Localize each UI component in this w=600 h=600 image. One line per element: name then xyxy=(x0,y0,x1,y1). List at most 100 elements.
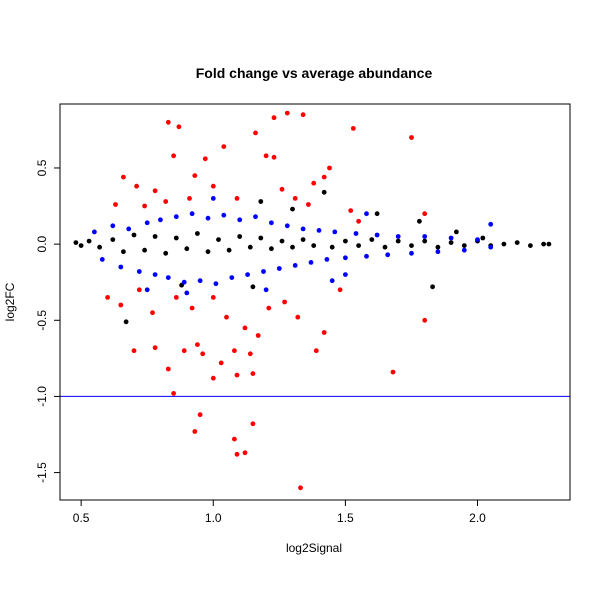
data-point xyxy=(300,226,306,232)
data-point xyxy=(430,284,435,290)
data-point xyxy=(105,295,110,300)
data-point xyxy=(200,351,206,357)
data-point xyxy=(121,249,126,255)
data-point xyxy=(92,229,97,235)
data-point xyxy=(218,360,224,366)
data-point xyxy=(461,247,467,253)
data-point xyxy=(435,244,441,250)
x-tick-label: 2.0 xyxy=(469,511,486,525)
data-point xyxy=(422,317,428,323)
data-point xyxy=(113,202,118,207)
data-point xyxy=(173,295,179,300)
data-point xyxy=(144,220,150,226)
data-point xyxy=(258,199,264,204)
data-point xyxy=(237,234,243,239)
data-point xyxy=(298,485,303,491)
data-point xyxy=(284,110,290,116)
data-point xyxy=(171,153,177,159)
data-point xyxy=(353,231,359,236)
data-point xyxy=(118,264,124,270)
data-point xyxy=(343,255,348,261)
data-point xyxy=(271,154,277,160)
data-point xyxy=(313,348,319,354)
data-point xyxy=(123,319,129,325)
data-point xyxy=(242,450,248,456)
y-tick-label: 0.5 xyxy=(35,159,49,176)
data-point xyxy=(210,295,216,300)
data-point xyxy=(142,203,148,209)
x-tick-label: 0.5 xyxy=(73,511,90,525)
data-point xyxy=(422,234,428,239)
data-point xyxy=(253,130,258,136)
data-point xyxy=(232,436,237,442)
data-point xyxy=(234,196,240,201)
y-tick-label: -1.5 xyxy=(35,462,49,483)
data-point xyxy=(152,272,158,277)
data-point xyxy=(295,314,301,320)
chart-title: Fold change vs average abundance xyxy=(196,65,433,81)
data-point xyxy=(210,196,216,201)
data-point xyxy=(316,228,322,233)
data-point xyxy=(276,266,282,271)
data-point xyxy=(205,215,211,221)
data-point xyxy=(216,237,221,243)
data-point xyxy=(321,330,327,335)
data-point xyxy=(327,165,332,171)
data-point xyxy=(448,235,454,241)
data-point xyxy=(189,305,195,311)
data-point xyxy=(187,196,192,201)
data-point xyxy=(165,275,171,280)
data-point xyxy=(192,429,198,434)
data-point xyxy=(229,275,235,280)
data-point xyxy=(184,246,190,252)
data-point xyxy=(311,180,317,186)
data-point xyxy=(279,186,285,192)
data-point xyxy=(118,302,124,308)
data-point xyxy=(369,237,375,243)
data-point xyxy=(329,244,335,250)
y-axis: -1.5 -1.0 -0.5 0.0 0.5 xyxy=(35,159,61,483)
x-tick-label: 1.5 xyxy=(337,511,354,525)
data-point xyxy=(184,290,190,296)
data-point xyxy=(321,174,327,180)
data-point xyxy=(348,208,354,214)
data-point xyxy=(181,279,187,285)
data-point xyxy=(253,214,258,220)
data-point xyxy=(501,241,507,247)
data-point xyxy=(528,243,533,249)
data-point xyxy=(181,348,187,354)
data-point xyxy=(126,226,132,232)
data-point xyxy=(258,235,264,241)
data-point xyxy=(134,183,140,189)
data-point xyxy=(488,244,494,250)
data-point xyxy=(202,156,208,162)
data-point xyxy=(461,243,467,249)
data-point xyxy=(279,238,285,244)
data-point xyxy=(395,234,401,239)
data-point xyxy=(110,223,116,229)
data-point xyxy=(364,253,369,259)
data-point xyxy=(189,211,195,217)
data-point xyxy=(284,223,290,229)
data-point xyxy=(306,202,311,207)
data-point xyxy=(234,451,240,457)
data-point xyxy=(131,348,137,354)
x-axis-label: log2Signal xyxy=(286,541,342,555)
data-point xyxy=(364,211,369,217)
data-point xyxy=(409,135,414,140)
data-point xyxy=(250,284,256,290)
data-point xyxy=(250,371,256,376)
data-point xyxy=(210,183,216,189)
series-1 xyxy=(92,196,494,296)
data-point xyxy=(337,287,343,293)
data-point xyxy=(221,212,227,218)
series-2 xyxy=(105,110,428,491)
data-point xyxy=(152,345,158,351)
data-point xyxy=(152,234,158,239)
data-point xyxy=(343,238,348,244)
points-layer xyxy=(73,110,552,491)
data-point xyxy=(300,237,306,243)
data-point xyxy=(226,247,232,253)
data-point xyxy=(261,269,266,274)
